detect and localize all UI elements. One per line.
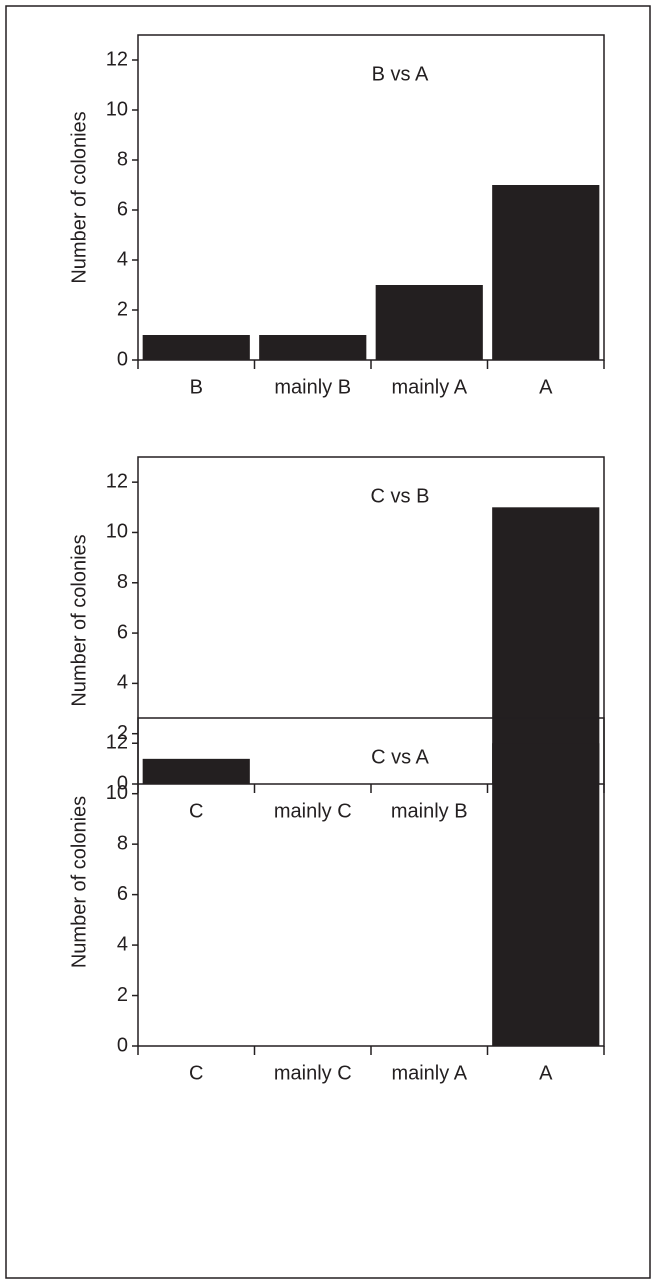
y-tick-label: 2	[117, 984, 128, 1006]
y-tick-label: 8	[117, 832, 128, 854]
panel-title: B vs A	[372, 63, 429, 85]
x-tick-label: C	[189, 800, 203, 822]
y-tick-label: 4	[117, 248, 128, 270]
y-tick-label: 0	[117, 348, 128, 370]
y-tick-label: 12	[106, 732, 128, 754]
y-tick-label: 12	[106, 48, 128, 70]
y-tick-label: 12	[106, 470, 128, 492]
y-axis-label: Number of colonies	[68, 111, 90, 283]
x-tick-label: A	[539, 376, 553, 398]
x-tick-label: mainly C	[274, 800, 352, 822]
frame	[5, 5, 651, 1279]
bar	[492, 507, 600, 784]
y-tick-label: 2	[117, 298, 128, 320]
bar	[375, 285, 483, 360]
y-tick-label: 10	[106, 98, 128, 120]
x-tick-label: mainly A	[391, 1062, 467, 1084]
y-tick-label: 6	[117, 198, 128, 220]
y-tick-label: 2	[117, 722, 128, 744]
x-tick-label: B	[190, 376, 203, 398]
bar	[259, 335, 367, 360]
x-tick-label: mainly A	[391, 376, 467, 398]
bar	[492, 743, 600, 1046]
y-tick-label: 0	[117, 772, 128, 794]
x-tick-label: A	[539, 1062, 553, 1084]
y-axis-label: Number of colonies	[68, 796, 90, 968]
y-tick-label: 10	[106, 521, 128, 543]
panel-title: C vs A	[371, 746, 429, 768]
plot-frame	[137, 456, 605, 785]
y-tick-label: 4	[117, 933, 128, 955]
bar	[142, 758, 250, 784]
y-tick-label: 8	[117, 571, 128, 593]
panel-title: C vs B	[371, 485, 430, 507]
bar	[142, 335, 250, 360]
y-tick-label: 6	[117, 621, 128, 643]
plot-frame	[137, 717, 605, 1047]
y-tick-label: 0	[117, 1034, 128, 1056]
y-tick-label: 4	[117, 672, 128, 694]
y-tick-label: 10	[106, 782, 128, 804]
bar	[492, 185, 600, 360]
x-tick-label: mainly B	[274, 376, 351, 398]
x-tick-label: mainly C	[274, 1062, 352, 1084]
y-tick-label: 8	[117, 148, 128, 170]
y-tick-label: 6	[117, 883, 128, 905]
x-tick-label: C	[189, 1062, 203, 1084]
x-tick-label: mainly B	[391, 800, 468, 822]
y-axis-label: Number of colonies	[68, 534, 90, 706]
